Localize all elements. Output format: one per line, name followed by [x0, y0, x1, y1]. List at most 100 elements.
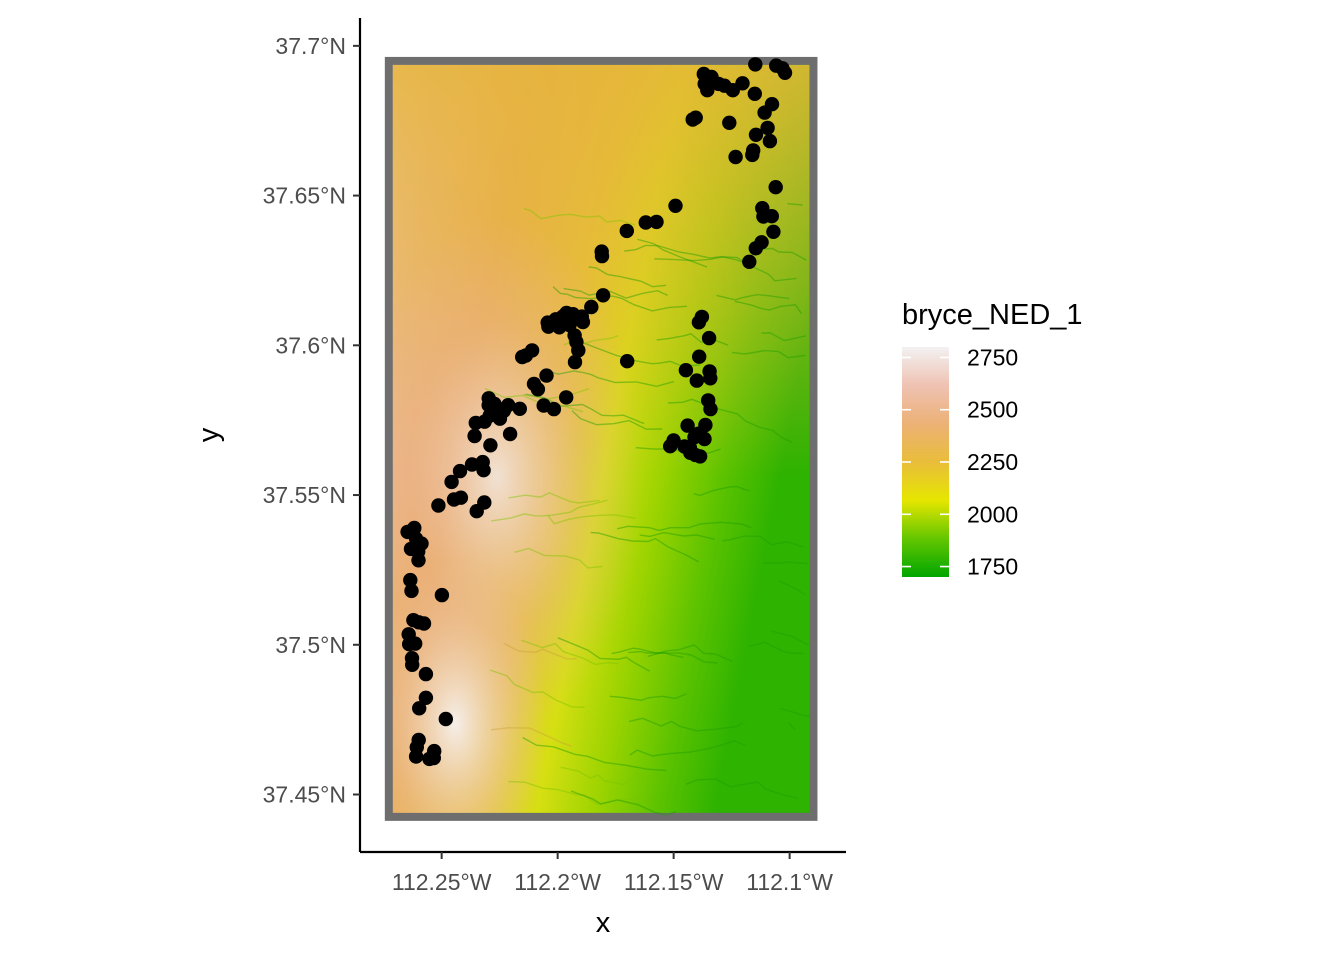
data-point [678, 363, 694, 378]
legend-break-label: 2000 [967, 501, 1018, 527]
data-point [407, 520, 422, 536]
data-point [418, 690, 434, 705]
data-point [742, 254, 757, 269]
data-point [502, 426, 518, 442]
data-point [567, 354, 583, 370]
axes: 112.25°W 112.2°W 112.15°W 112.1°W 37.45°N37… [193, 18, 846, 939]
data-point [620, 354, 635, 369]
data-point [619, 223, 634, 239]
data-point [668, 198, 683, 213]
point-layer [400, 57, 793, 767]
legend-title: bryce_NED_1 [902, 299, 1083, 331]
data-point [748, 57, 763, 72]
data-point [762, 133, 778, 149]
data-point [512, 401, 527, 416]
data-point [404, 583, 419, 599]
data-point [745, 147, 760, 163]
legend-breaks: 2750 2500 2250 2000 1750 [902, 344, 1018, 580]
x-tick-label: 112.1°W [746, 869, 833, 895]
data-point [694, 309, 710, 325]
data-point [689, 373, 704, 388]
data-point [638, 215, 653, 230]
data-point [403, 572, 418, 588]
data-point [663, 439, 678, 454]
data-point [703, 401, 718, 417]
data-point [768, 180, 783, 195]
data-point [764, 209, 779, 224]
data-point [697, 431, 712, 447]
data-point [575, 314, 591, 330]
data-point [405, 657, 420, 672]
y-tick-label: 37.65°N [263, 183, 346, 209]
data-point [412, 701, 427, 716]
data-point [530, 382, 546, 397]
data-point [595, 288, 611, 303]
data-point [692, 349, 707, 364]
data-point [477, 495, 492, 510]
data-point [680, 418, 695, 433]
data-point [728, 149, 743, 165]
data-point [422, 751, 437, 767]
x-tick-label: 112.2°W [514, 869, 601, 895]
y-axis-title: y [193, 427, 225, 442]
data-point [692, 449, 708, 464]
data-point [754, 235, 769, 250]
data-point [444, 474, 459, 490]
data-point [688, 110, 703, 125]
data-point [764, 97, 780, 112]
data-point [467, 428, 482, 444]
data-point [483, 438, 498, 453]
data-point [464, 457, 480, 472]
x-tick-label: 112.25°W [392, 869, 492, 895]
x-tick-label: 112.15°W [624, 869, 724, 895]
data-point [766, 224, 781, 239]
y-tick-label: 37.5°N [275, 632, 346, 658]
data-point [700, 83, 715, 98]
data-point [408, 636, 423, 651]
legend-break-label: 2500 [967, 397, 1018, 423]
data-point [524, 343, 540, 358]
data-point [777, 65, 793, 81]
data-point [434, 587, 450, 603]
data-point [453, 490, 469, 505]
x-axis-title: x [596, 907, 611, 939]
data-point [594, 244, 609, 259]
legend-break-label: 2750 [967, 344, 1018, 370]
data-point [722, 115, 737, 130]
data-point [475, 454, 490, 470]
data-point [501, 398, 516, 413]
legend: bryce_NED_1 2750 2500 2250 2000 1750 [902, 299, 1083, 580]
data-point [747, 86, 762, 102]
y-tick-label: 37.7°N [275, 33, 346, 59]
y-tick-label: 37.55°N [263, 482, 346, 508]
elevation-raster [392, 64, 810, 816]
data-point [703, 371, 718, 386]
data-point [418, 666, 434, 682]
x-axis-ticks: 112.25°W 112.2°W 112.15°W 112.1°W [392, 852, 833, 895]
data-point [408, 749, 424, 764]
drainage-lines [484, 203, 810, 816]
y-tick-label: 37.45°N [263, 782, 346, 808]
data-point [571, 343, 586, 358]
data-point [748, 127, 764, 142]
data-point [438, 711, 453, 727]
data-point [431, 498, 446, 513]
data-point [735, 76, 750, 91]
y-axis-ticks: 37.45°N 37.5°N 37.55°N 37.6°N 37.65°N 37.7°N [263, 33, 360, 808]
legend-break-label: 1750 [967, 554, 1018, 580]
data-point [411, 553, 426, 568]
data-point [416, 616, 432, 631]
data-point [559, 390, 574, 405]
y-tick-label: 37.6°N [275, 332, 346, 358]
data-point [452, 463, 468, 479]
data-point [546, 401, 562, 417]
data-point [649, 214, 664, 230]
data-point [403, 541, 419, 557]
data-point [760, 120, 775, 136]
legend-break-label: 2250 [967, 449, 1018, 475]
data-point [539, 368, 554, 383]
data-point [701, 330, 717, 346]
data-point [698, 417, 713, 433]
